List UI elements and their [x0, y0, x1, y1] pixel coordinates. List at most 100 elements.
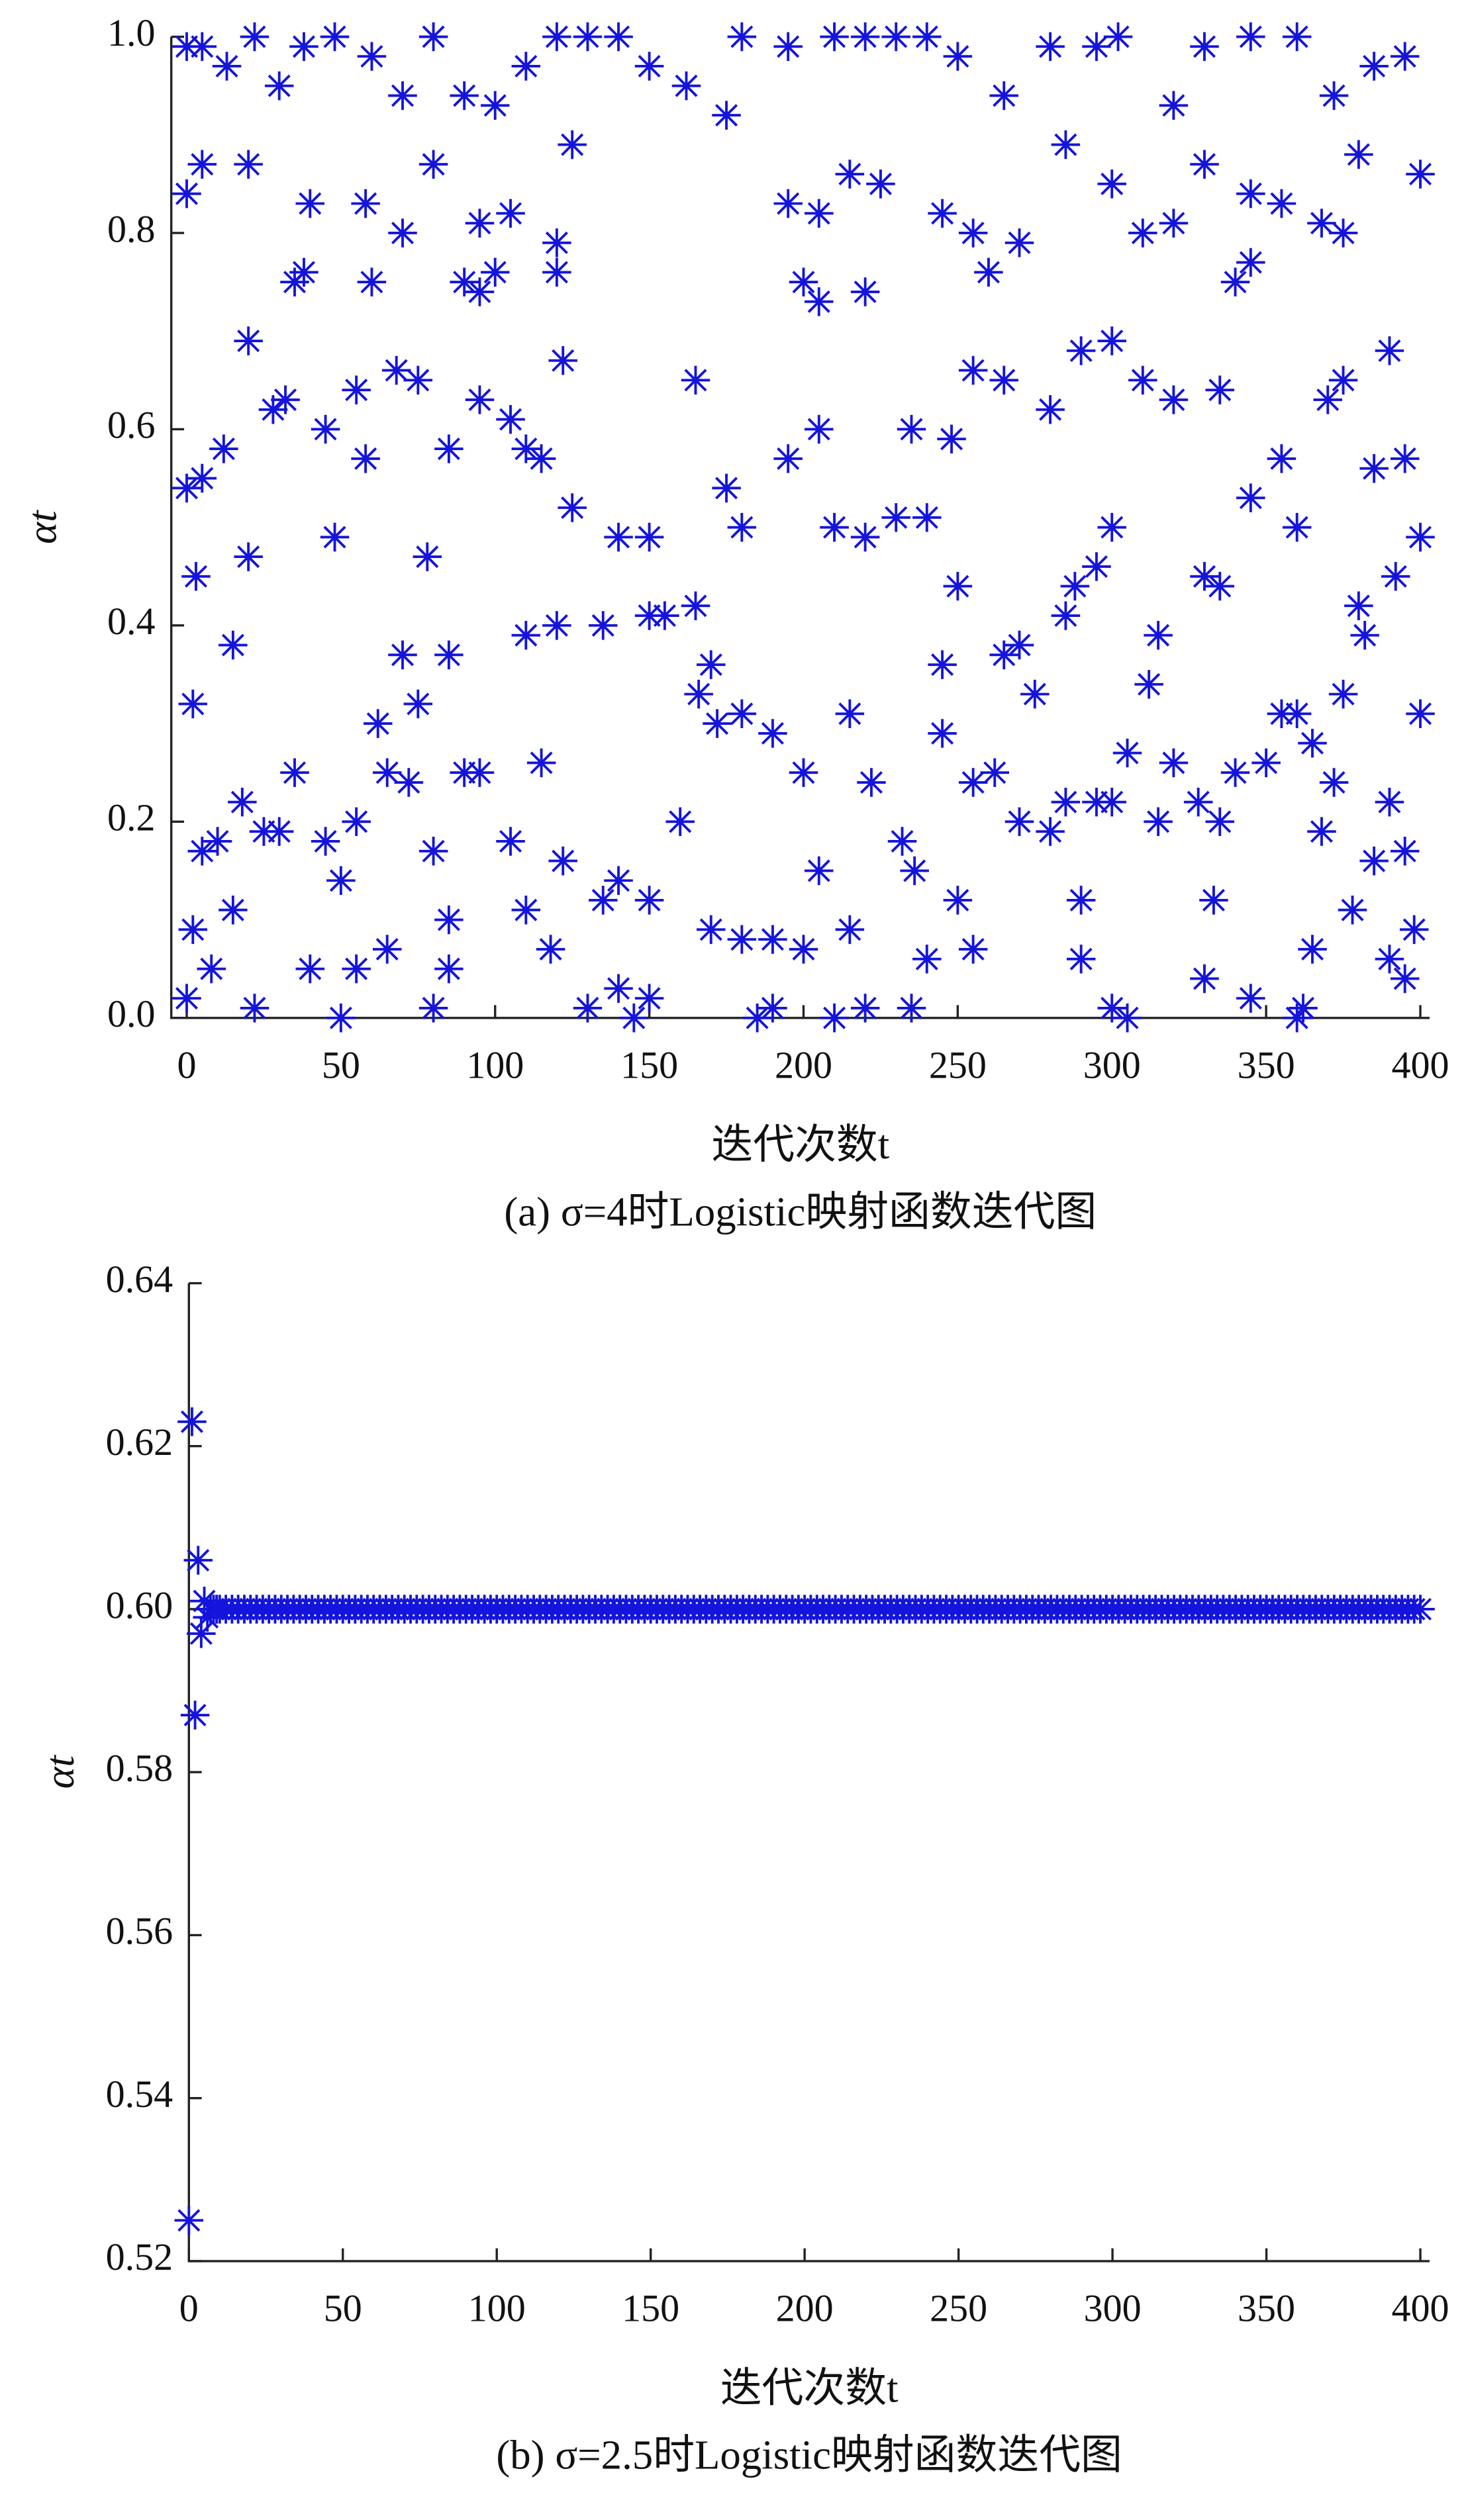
- point: [187, 463, 217, 493]
- point: [1082, 787, 1111, 817]
- point: [943, 886, 973, 915]
- point: [1236, 179, 1265, 209]
- point: [1251, 748, 1281, 778]
- point: [1319, 768, 1349, 797]
- point: [1097, 994, 1127, 1023]
- point: [450, 267, 479, 297]
- x-axis-label: 迭代次数t: [711, 1121, 889, 1168]
- point: [937, 424, 966, 453]
- point: [881, 503, 910, 532]
- point: [1159, 91, 1189, 120]
- point: [1406, 699, 1435, 728]
- point: [758, 719, 787, 748]
- point: [604, 22, 633, 52]
- point: [178, 689, 208, 719]
- point: [264, 817, 294, 846]
- point: [1328, 679, 1358, 709]
- point: [511, 52, 541, 81]
- point: [351, 189, 380, 218]
- point: [980, 758, 1010, 787]
- point: [1097, 512, 1127, 542]
- point: [1020, 679, 1050, 709]
- y-tick-label: 0.0: [107, 992, 156, 1035]
- point: [418, 837, 448, 866]
- point: [1375, 336, 1404, 365]
- point: [187, 1619, 216, 1648]
- point: [434, 905, 464, 935]
- chart-title: (a) σ=4时Logistic映射函数迭代图: [504, 1189, 1097, 1235]
- y-tick-label: 0.8: [107, 207, 156, 250]
- point: [634, 522, 664, 552]
- point: [1190, 964, 1219, 994]
- point: [197, 954, 226, 984]
- point: [1344, 591, 1373, 620]
- point: [418, 150, 448, 179]
- point: [928, 199, 957, 228]
- point: [850, 22, 880, 52]
- point: [1051, 130, 1081, 160]
- point: [1338, 895, 1367, 925]
- point: [697, 650, 726, 679]
- point: [1381, 562, 1410, 591]
- y-tick-label: 0.54: [106, 2073, 173, 2116]
- point: [1298, 935, 1327, 964]
- point: [388, 218, 417, 248]
- point: [1190, 32, 1219, 62]
- y-tick-label: 0.2: [107, 796, 156, 839]
- point: [1220, 267, 1250, 297]
- point: [1205, 807, 1235, 837]
- point: [558, 493, 587, 522]
- point: [1205, 571, 1235, 601]
- point: [1004, 228, 1034, 257]
- point: [342, 954, 371, 984]
- point: [1289, 994, 1318, 1023]
- point: [989, 81, 1018, 111]
- point: [289, 257, 318, 287]
- point: [1406, 160, 1435, 189]
- point: [850, 994, 880, 1023]
- point: [1134, 670, 1163, 699]
- point: [703, 709, 732, 738]
- x-tick-label: 50: [322, 1043, 360, 1086]
- point: [183, 1546, 213, 1575]
- point: [805, 287, 834, 316]
- point: [727, 925, 757, 954]
- point: [1112, 1003, 1142, 1033]
- point: [1159, 209, 1189, 238]
- point: [388, 640, 417, 670]
- point: [289, 32, 318, 62]
- point: [372, 758, 402, 787]
- x-tick-label: 400: [1391, 1043, 1449, 1086]
- point: [388, 81, 417, 111]
- point: [178, 915, 208, 945]
- point: [403, 689, 433, 719]
- x-tick-label: 150: [622, 2287, 679, 2330]
- point: [1267, 189, 1297, 218]
- point: [1220, 758, 1250, 787]
- point: [958, 218, 988, 248]
- point: [1328, 218, 1358, 248]
- point: [1112, 738, 1142, 768]
- point: [634, 52, 664, 81]
- point: [928, 719, 957, 748]
- point: [989, 640, 1018, 670]
- point: [634, 984, 664, 1013]
- point: [1282, 22, 1312, 52]
- y-tick-label: 0.56: [106, 1910, 173, 1953]
- point: [418, 22, 448, 52]
- point: [989, 365, 1018, 395]
- point: [1199, 886, 1228, 915]
- point: [181, 562, 211, 591]
- point: [634, 601, 664, 630]
- point: [480, 91, 510, 120]
- x-axis-label: 迭代次数t: [720, 2364, 899, 2411]
- point: [295, 954, 325, 984]
- point: [172, 473, 201, 503]
- point: [1406, 522, 1435, 552]
- point: [604, 866, 633, 895]
- point: [511, 434, 541, 463]
- point: [187, 837, 217, 866]
- point: [187, 32, 217, 62]
- y-tick-label: 0.52: [106, 2235, 173, 2278]
- point: [958, 935, 988, 964]
